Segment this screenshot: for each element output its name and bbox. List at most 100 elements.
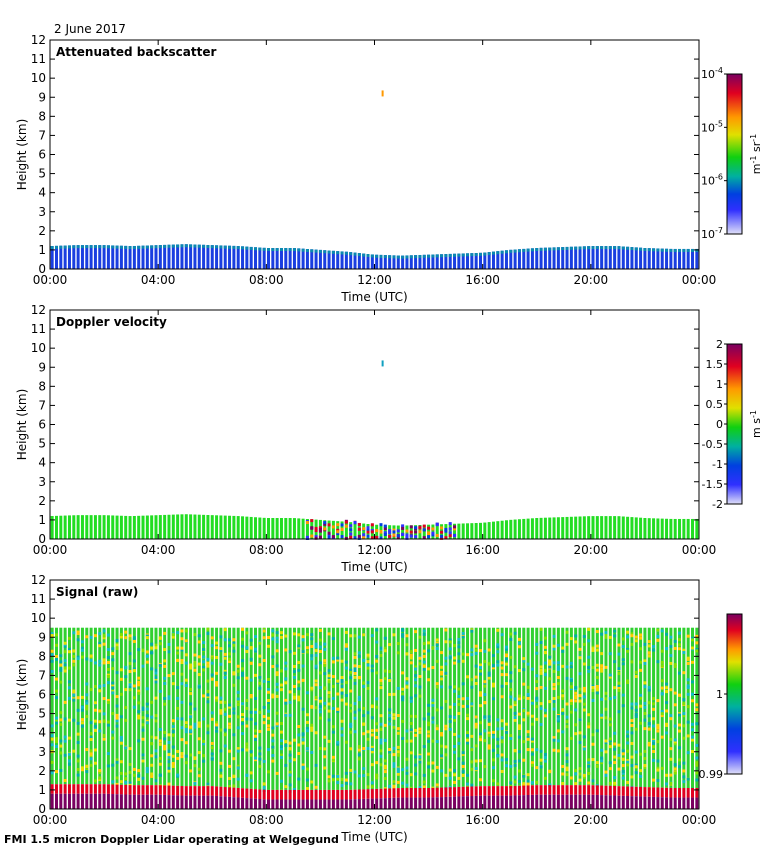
signal-speckle — [617, 688, 621, 692]
signal-column — [145, 627, 149, 786]
velocity-speckle — [323, 527, 327, 531]
signal-speckle — [119, 735, 123, 739]
signal-speckle — [111, 686, 115, 690]
signal-near-range — [323, 799, 327, 809]
signal-speckle — [310, 688, 314, 692]
signal-speckle — [513, 718, 517, 722]
signal-speckle — [249, 710, 253, 714]
signal-speckle — [193, 668, 197, 672]
signal-speckle — [647, 685, 651, 689]
signal-speckle — [366, 660, 370, 664]
velocity-column — [453, 523, 457, 539]
signal-speckle — [396, 731, 400, 735]
signal-strong-layer — [370, 789, 374, 799]
signal-near-range — [479, 795, 483, 809]
signal-speckle — [535, 717, 539, 721]
signal-speckle — [414, 763, 418, 767]
signal-strong-layer — [470, 786, 474, 797]
signal-strong-layer — [427, 788, 431, 798]
signal-speckle — [630, 741, 634, 745]
signal-near-range — [526, 794, 530, 809]
signal-speckle — [522, 774, 526, 778]
backscatter-layer-top — [561, 247, 565, 251]
signal-strong-layer — [530, 785, 534, 795]
signal-speckle — [85, 693, 89, 697]
signal-speckle — [158, 663, 162, 667]
signal-speckle — [72, 631, 76, 635]
signal-speckle — [72, 654, 76, 658]
backscatter-column — [206, 244, 210, 269]
velocity-column — [154, 515, 158, 539]
signal-speckle — [513, 749, 517, 753]
signal-speckle — [145, 636, 149, 640]
signal-speckle — [591, 647, 595, 651]
signal-speckle — [691, 722, 695, 726]
backscatter-column — [331, 250, 335, 269]
signal-near-range — [119, 794, 123, 809]
signal-speckle — [448, 656, 452, 660]
signal-speckle — [582, 662, 586, 666]
signal-speckle — [474, 651, 478, 655]
signal-speckle — [504, 654, 508, 658]
signal-speckle — [448, 705, 452, 709]
signal-speckle — [115, 704, 119, 708]
signal-speckle — [223, 628, 227, 632]
signal-speckle — [189, 692, 193, 696]
signal-speckle — [106, 633, 110, 637]
signal-speckle — [660, 679, 664, 683]
signal-near-range — [219, 796, 223, 809]
signal-speckle — [357, 654, 361, 658]
signal-speckle — [98, 689, 102, 693]
signal-near-range — [587, 794, 591, 809]
signal-speckle — [210, 752, 214, 756]
signal-speckle — [180, 682, 184, 686]
signal-speckle — [504, 722, 508, 726]
signal-speckle — [331, 660, 335, 664]
signal-speckle — [340, 680, 344, 684]
signal-speckle — [202, 754, 206, 758]
signal-near-range — [72, 793, 76, 809]
signal-speckle — [232, 649, 236, 653]
signal-speckle — [297, 725, 301, 729]
signal-speckle — [310, 723, 314, 727]
backscatter-layer-top — [336, 251, 340, 255]
signal-speckle — [639, 752, 643, 756]
signal-speckle — [362, 722, 366, 726]
velocity-speckle — [379, 530, 383, 534]
signal-speckle — [67, 759, 71, 763]
y-tick-label: 9 — [38, 360, 46, 374]
signal-speckle — [396, 753, 400, 757]
backscatter-column — [72, 245, 76, 269]
signal-speckle — [591, 666, 595, 670]
signal-strong-layer — [695, 788, 699, 798]
signal-speckle — [232, 641, 236, 645]
backscatter-layer-top — [266, 248, 270, 252]
signal-speckle — [292, 651, 296, 655]
backscatter-column — [634, 247, 638, 269]
signal-speckle — [660, 712, 664, 716]
backscatter-column — [504, 250, 508, 269]
backscatter-layer-top — [80, 245, 84, 249]
signal-speckle — [266, 727, 270, 731]
signal-speckle — [167, 642, 171, 646]
signal-speckle — [665, 773, 669, 777]
velocity-column — [565, 516, 569, 539]
signal-speckle — [210, 661, 214, 665]
signal-speckle — [111, 658, 115, 662]
signal-speckle — [145, 654, 149, 658]
signal-speckle — [656, 660, 660, 664]
signal-speckle — [587, 760, 591, 764]
backscatter-layer-top — [271, 248, 275, 252]
signal-speckle — [470, 653, 474, 657]
signal-speckle — [85, 715, 89, 719]
backscatter-layer-top — [626, 246, 630, 250]
signal-column — [349, 627, 353, 790]
signal-speckle — [504, 730, 508, 734]
signal-near-range — [405, 797, 409, 809]
signal-speckle — [98, 769, 102, 773]
signal-speckle — [63, 644, 67, 648]
signal-strong-layer — [414, 788, 418, 798]
signal-speckle — [80, 724, 84, 728]
signal-speckle — [102, 712, 106, 716]
signal-speckle — [474, 648, 478, 652]
